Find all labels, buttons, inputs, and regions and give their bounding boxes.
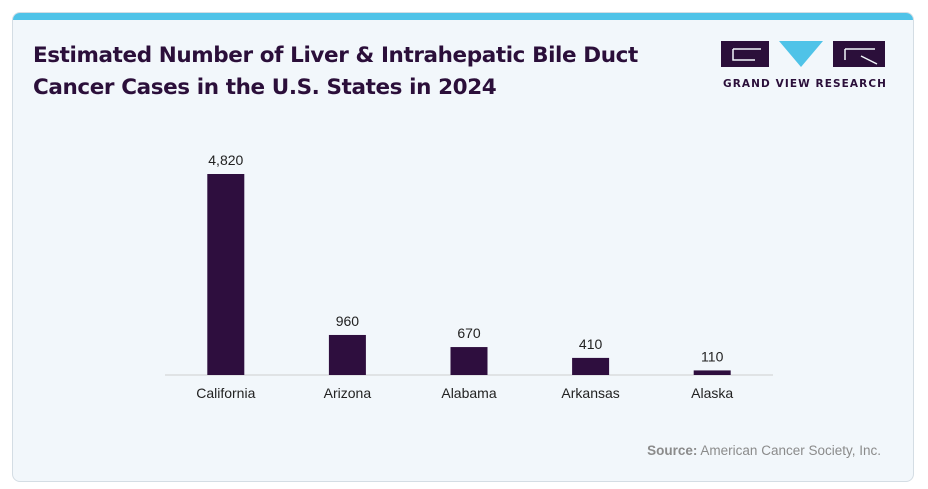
data-label-arkansas: 410 <box>579 336 603 352</box>
bar-alabama <box>450 347 488 375</box>
logo-text: GRAND VIEW RESEARCH <box>723 78 888 90</box>
x-tick-label-california: California <box>196 385 255 401</box>
bar-california <box>207 174 245 375</box>
x-tick-label-arkansas: Arkansas <box>561 385 619 401</box>
source-text: American Cancer Society, Inc. <box>700 443 881 458</box>
source-note: Source: American Cancer Society, Inc. <box>647 443 881 458</box>
chart-title: Estimated Number of Liver & Intrahepatic… <box>33 43 638 100</box>
chart-card: Estimated Number of Liver & Intrahepatic… <box>12 12 914 482</box>
data-label-alaska: 110 <box>701 348 724 364</box>
x-tick-label-alabama: Alabama <box>441 385 496 401</box>
bar-arkansas <box>572 357 610 375</box>
bar-alaska <box>693 370 731 375</box>
data-label-alabama: 670 <box>457 325 481 341</box>
logo-mark-icon <box>721 41 885 67</box>
grand-view-research-logo: GRAND VIEW RESEARCH <box>721 40 891 92</box>
x-tick-label-alaska: Alaska <box>691 385 733 401</box>
bar-chart: 4,820 California 960 Arizona 670 Alabama 410 Ar… <box>165 152 773 401</box>
bar-arizona <box>328 334 366 375</box>
source-label: Source: <box>647 443 698 458</box>
x-tick-label-arizona: Arizona <box>324 385 372 401</box>
accent-bar <box>13 13 913 20</box>
data-label-california: 4,820 <box>208 152 243 168</box>
data-label-arizona: 960 <box>336 313 360 329</box>
